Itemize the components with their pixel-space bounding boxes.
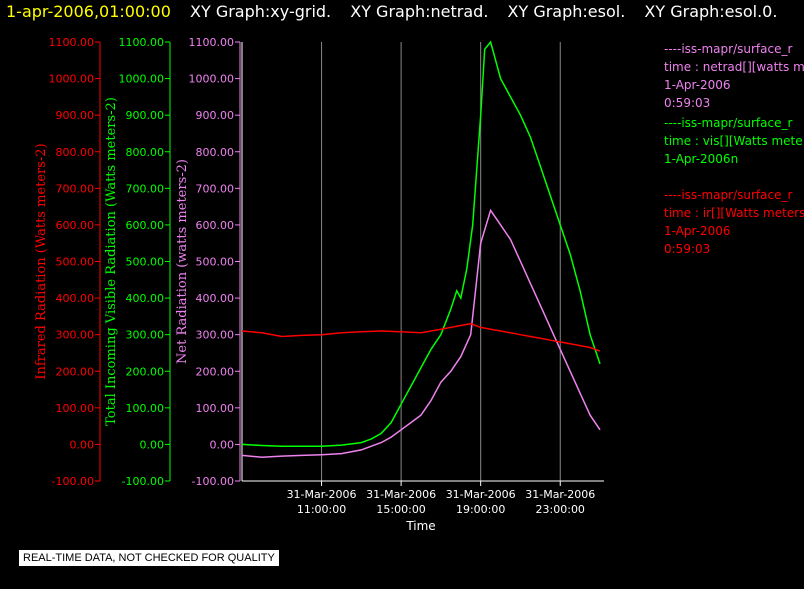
legend-ir-line-3: 1-Apr-2006 — [664, 224, 731, 238]
y-tick-label-2-3: 800.00 — [196, 146, 235, 159]
legend-ir-line-4: 0:59:03 — [664, 242, 711, 256]
y-tick-label-1-4: 700.00 — [126, 182, 165, 195]
y-tick-label-2-6: 500.00 — [196, 256, 235, 269]
x-tick-time-3: 23:00:00 — [536, 503, 585, 516]
y-tick-label-2-8: 300.00 — [196, 329, 235, 342]
y-tick-label-0-2: 900.00 — [56, 109, 95, 122]
y-tick-label-2-1: 1000.00 — [189, 73, 235, 86]
y-axis-label-1: Total Incoming Visible Radiation (Watts … — [104, 97, 119, 426]
y-tick-label-0-4: 700.00 — [56, 182, 95, 195]
y-tick-label-0-11: 0.00 — [70, 438, 95, 451]
x-tick-time-1: 15:00:00 — [376, 503, 425, 516]
y-tick-label-1-9: 200.00 — [126, 365, 165, 378]
y-tick-label-0-12: -100.00 — [52, 475, 94, 488]
x-tick-date-2: 31-Mar-2006 — [446, 488, 516, 501]
header-title-xy-grid[interactable]: XY Graph:xy-grid. — [190, 2, 332, 21]
y-tick-label-0-1: 1000.00 — [49, 73, 95, 86]
y-tick-label-1-7: 400.00 — [126, 292, 165, 305]
y-tick-label-1-1: 1000.00 — [119, 73, 165, 86]
y-tick-label-1-5: 600.00 — [126, 219, 165, 232]
y-tick-label-0-9: 200.00 — [56, 365, 95, 378]
y-axis-label-0: Infrared Radiation (Watts meters-2) — [34, 143, 49, 379]
series-line-vis — [241, 40, 601, 447]
y-tick-label-1-0: 1100.00 — [119, 36, 165, 49]
legend-ir-line-2: time : ir[][Watts meters — [664, 206, 804, 220]
legend-net-line-4: 0:59:03 — [664, 96, 711, 110]
series-line-ir — [241, 322, 601, 352]
header-title-esol0[interactable]: XY Graph:esol.0. — [644, 2, 778, 21]
y-tick-label-1-12: -100.00 — [122, 475, 164, 488]
y-tick-label-1-10: 100.00 — [126, 402, 165, 415]
y-tick-label-2-4: 700.00 — [196, 182, 235, 195]
legend-ir: ----iss-mapr/surface_r time : ir[][Watts… — [664, 186, 804, 258]
x-axis-label: Time — [405, 519, 435, 533]
y-tick-label-0-8: 300.00 — [56, 329, 95, 342]
y-tick-label-2-11: 0.00 — [210, 438, 235, 451]
legend-net-line-3: 1-Apr-2006 — [664, 78, 731, 92]
x-tick-time-2: 19:00:00 — [456, 503, 505, 516]
y-tick-label-2-0: 1100.00 — [189, 36, 235, 49]
y-tick-label-0-3: 800.00 — [56, 146, 95, 159]
y-tick-label-2-7: 400.00 — [196, 292, 235, 305]
y-tick-label-0-6: 500.00 — [56, 256, 95, 269]
x-tick-date-1: 31-Mar-2006 — [366, 488, 436, 501]
y-axis-label-2: Net Radiation (watts meters-2) — [175, 159, 190, 364]
legend-net-line-2: time : netrad[][watts m — [664, 60, 804, 74]
y-tick-label-0-5: 600.00 — [56, 219, 95, 232]
legend-vis-line-1: ----iss-mapr/surface_r — [664, 116, 793, 130]
header-bar: 1-apr-2006,01:00:00 XY Graph:xy-grid. XY… — [6, 2, 777, 21]
header-title-netrad[interactable]: XY Graph:netrad. — [350, 2, 489, 21]
y-tick-label-0-0: 1100.00 — [49, 36, 95, 49]
series-line-net — [241, 208, 601, 458]
x-tick-date-0: 31-Mar-2006 — [287, 488, 357, 501]
y-tick-label-2-5: 600.00 — [196, 219, 235, 232]
y-tick-label-2-2: 900.00 — [196, 109, 235, 122]
header-title-esol[interactable]: XY Graph:esol. — [507, 2, 626, 21]
x-tick-time-0: 11:00:00 — [297, 503, 346, 516]
y-tick-label-1-11: 0.00 — [140, 438, 165, 451]
y-tick-label-0-10: 100.00 — [56, 402, 95, 415]
legend-ir-line-1: ----iss-mapr/surface_r — [664, 188, 793, 202]
quality-disclaimer: REAL-TIME DATA, NOT CHECKED FOR QUALITY — [19, 550, 279, 566]
legend-net-line-1: ----iss-mapr/surface_r — [664, 42, 793, 56]
y-tick-label-1-2: 900.00 — [126, 109, 165, 122]
legend-net: ----iss-mapr/surface_r time : netrad[][w… — [664, 40, 804, 112]
legend-vis: ----iss-mapr/surface_r time : vis[][Watt… — [664, 114, 803, 168]
y-tick-label-2-10: 100.00 — [196, 402, 235, 415]
x-tick-date-3: 31-Mar-2006 — [525, 488, 595, 501]
y-tick-label-2-9: 200.00 — [196, 365, 235, 378]
y-tick-label-0-7: 400.00 — [56, 292, 95, 305]
y-tick-label-1-6: 500.00 — [126, 256, 165, 269]
y-tick-label-2-12: -100.00 — [192, 475, 234, 488]
y-tick-label-1-3: 800.00 — [126, 146, 165, 159]
header-datetime: 1-apr-2006,01:00:00 — [6, 2, 171, 21]
legend-vis-line-3: 1-Apr-2006n — [664, 152, 739, 166]
legend-vis-line-2: time : vis[][Watts mete — [664, 134, 803, 148]
y-tick-label-1-8: 300.00 — [126, 329, 165, 342]
